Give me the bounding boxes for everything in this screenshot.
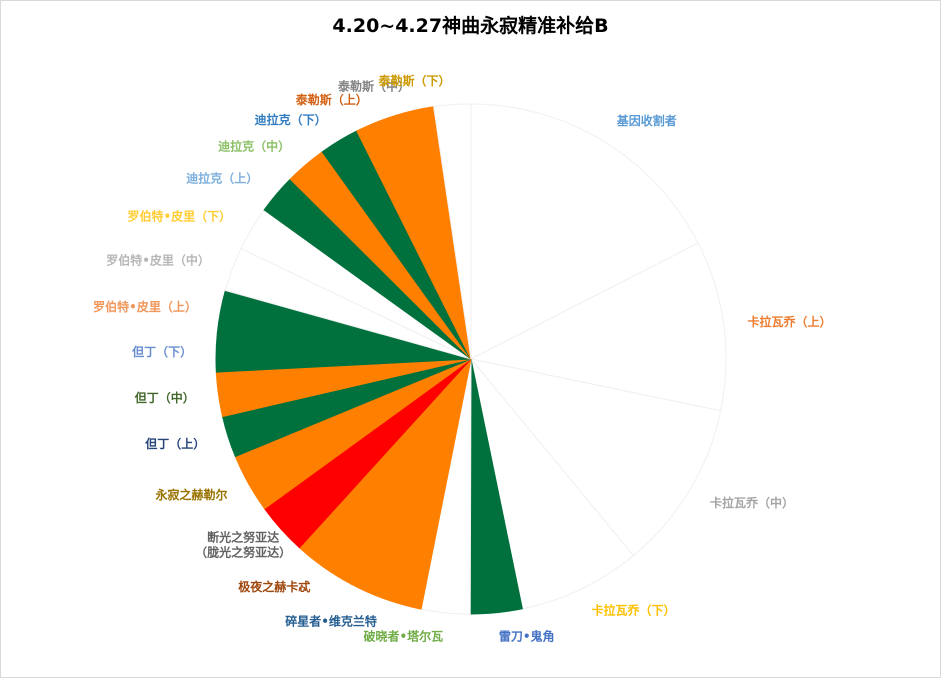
pie-slice [470,103,699,360]
slice-label: 极夜之赫卡忒 [238,579,310,594]
slice-label: 破晓者•塔尔瓦 [363,629,443,644]
slice-label: 但丁（下） [131,344,192,359]
slice-label: 但丁（上） [144,436,205,451]
slice-label: 迪拉克（中） [218,139,290,154]
slice-label: 泰勒斯（下） [378,73,451,88]
slice-label: 基因收割者 [616,113,677,128]
slice-label: 泰勒斯（上） [295,92,368,107]
slice-label: 泰勒斯（中） [337,79,410,94]
pie-slice [433,103,472,360]
pie-slice [470,358,635,610]
slice-label: 卡拉瓦乔（上） [748,314,832,329]
chart-title: 4.20~4.27神曲永寂精准补给B [332,15,609,37]
slice-label: 罗伯特•皮里（上） [93,299,197,314]
slice-label: 永寂之赫勒尔 [154,487,227,502]
slice-label: 罗伯特•皮里（下） [128,208,232,223]
slice-label: 碎星者•维克兰特 [285,614,377,629]
slice-label: 断光之努亚达（胧光之努亚达） [195,530,291,560]
slice-label: 迪拉克（上） [186,170,258,185]
slice-label: 但丁（中） [134,390,195,405]
pie-slice [469,242,727,412]
slice-label: 迪拉克（下） [255,112,327,127]
pie-slice [469,358,722,557]
slice-label: 卡拉瓦乔（中） [710,495,794,510]
slice-label: 雷刀•鬼角 [499,629,555,644]
slice-label: 罗伯特•皮里（中） [106,253,210,268]
slice-label: 卡拉瓦乔（下） [592,603,676,618]
